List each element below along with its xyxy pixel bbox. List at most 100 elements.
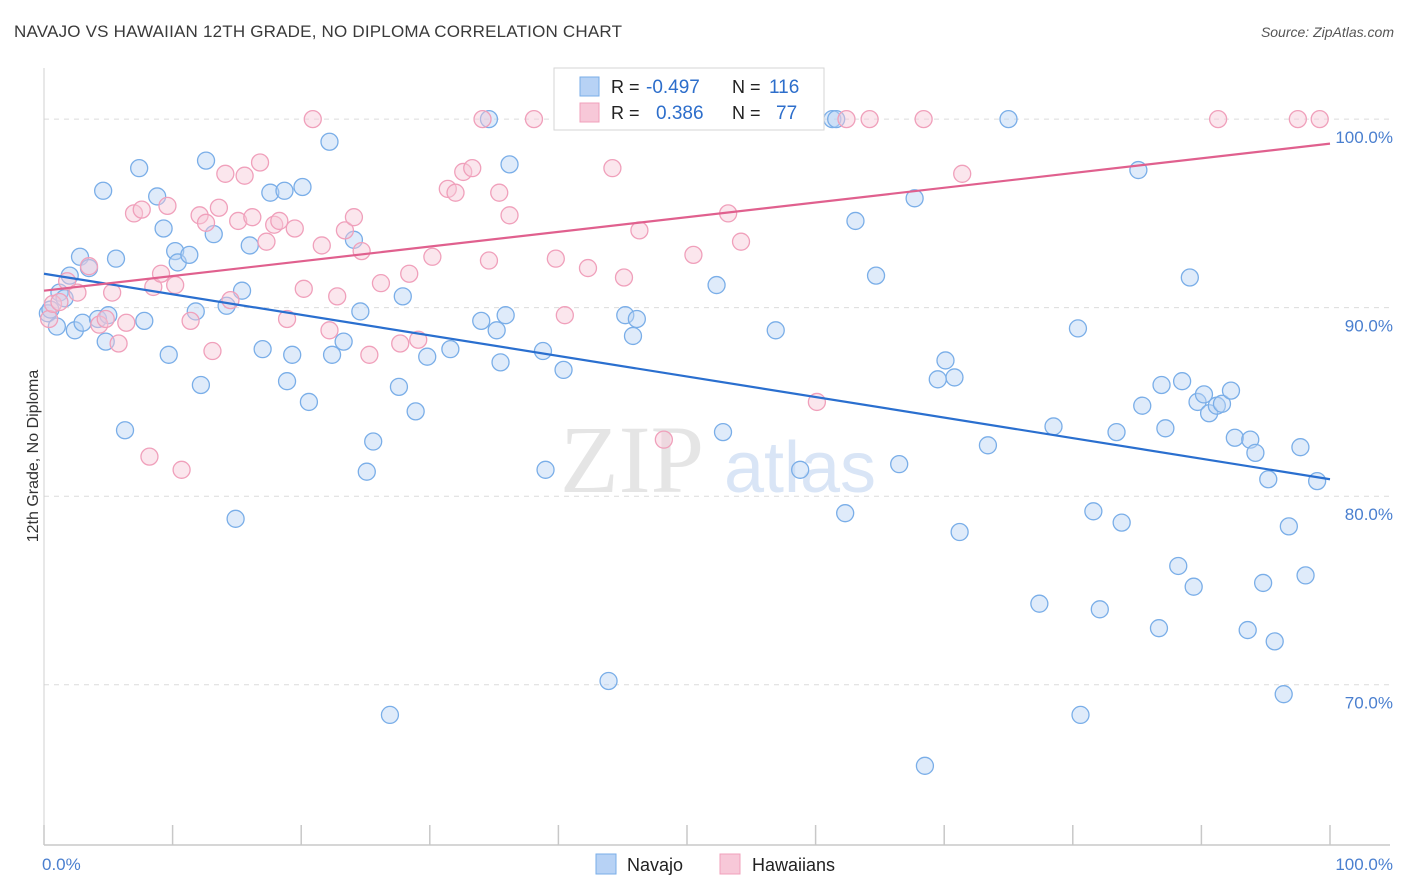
point-navajo [500, 155, 519, 174]
point-hawaiians [166, 275, 185, 295]
point-hawaiians [344, 208, 364, 227]
point-hawaiians [446, 183, 465, 202]
point-navajo [836, 504, 855, 523]
point-hawaiians [39, 309, 59, 329]
point-navajo [364, 432, 383, 451]
point-navajo [487, 321, 506, 340]
point-hawaiians [524, 109, 544, 129]
point-hawaiians [229, 211, 248, 231]
point-navajo [196, 151, 216, 170]
point-hawaiians [463, 159, 482, 178]
point-hawaiians [277, 309, 297, 329]
point-hawaiians [221, 290, 240, 310]
legend-n-value-1: 116 [769, 77, 799, 98]
point-hawaiians [953, 164, 972, 183]
point-navajo [180, 245, 199, 265]
point-hawaiians [285, 219, 304, 238]
point-navajo [320, 132, 339, 151]
legend-bottom-label-hawaiians: Hawaiians [752, 855, 835, 875]
point-navajo [1246, 443, 1265, 462]
point-hawaiians [79, 257, 99, 276]
trend-line-hawaiians [43, 142, 1331, 292]
legend-r-label-2: R = [611, 103, 640, 123]
point-hawaiians [1208, 109, 1228, 129]
point-hawaiians [270, 211, 289, 231]
point-hawaiians [209, 198, 229, 217]
point-hawaiians [546, 249, 565, 268]
point-navajo [1238, 620, 1257, 640]
point-navajo [1112, 513, 1131, 532]
point-navajo [186, 302, 205, 321]
point-navajo [533, 341, 553, 361]
point-navajo [1030, 594, 1049, 613]
legend-r-value-1: -0.497 [646, 77, 700, 98]
point-navajo [950, 522, 969, 542]
point-hawaiians [109, 334, 128, 353]
point-hawaiians [181, 311, 200, 331]
point-navajo [1169, 556, 1188, 576]
point-navajo [1274, 685, 1293, 704]
point-hawaiians [257, 232, 276, 251]
point-hawaiians [423, 247, 442, 266]
point-navajo [1133, 396, 1152, 415]
point-navajo [1044, 417, 1063, 436]
point-navajo [472, 311, 491, 331]
x-axis-tick-labels: 0.0% 100.0% [42, 855, 1393, 874]
point-hawaiians [151, 264, 171, 283]
point-navajo [1149, 619, 1169, 638]
point-navajo [389, 377, 409, 397]
point-navajo [1071, 705, 1090, 725]
point-hawaiians [312, 236, 331, 255]
point-hawaiians [158, 196, 177, 216]
point-hawaiians [96, 309, 115, 329]
point-navajo [73, 313, 92, 332]
point-navajo [65, 321, 85, 340]
point-navajo [277, 372, 297, 391]
point-navajo [1172, 372, 1192, 391]
point-navajo [1265, 632, 1284, 651]
legend-n-value-2: 77 [776, 103, 797, 124]
point-navajo [491, 353, 510, 372]
point-hawaiians [172, 460, 191, 479]
y-tick-label: 100.0% [1335, 128, 1393, 147]
point-hawaiians [190, 206, 209, 225]
y-tick-label: 80.0% [1345, 505, 1393, 524]
point-navajo [275, 181, 294, 200]
point-navajo [441, 339, 460, 359]
point-navajo [766, 321, 785, 340]
point-navajo [1068, 319, 1088, 338]
point-hawaiians [490, 183, 509, 202]
point-navajo [406, 402, 425, 421]
point-navajo [261, 183, 280, 202]
point-hawaiians [1288, 109, 1307, 129]
point-hawaiians [320, 321, 339, 340]
legend-n-label-1: N = [732, 77, 761, 97]
point-hawaiians [43, 294, 63, 314]
point-navajo [1152, 375, 1171, 395]
point-navajo [627, 309, 646, 329]
point-hawaiians [360, 345, 379, 364]
y-tick-label: 90.0% [1345, 317, 1393, 336]
legend-r-label-1: R = [611, 77, 640, 97]
point-hawaiians [837, 109, 856, 129]
point-navajo [479, 109, 499, 129]
point-navajo [1156, 419, 1175, 438]
point-navajo [191, 375, 211, 395]
point-navajo [1212, 394, 1232, 413]
point-navajo [47, 317, 67, 336]
point-hawaiians [1310, 109, 1329, 129]
point-navajo [418, 347, 437, 366]
point-navajo [999, 109, 1018, 129]
point-navajo [106, 249, 126, 268]
point-navajo [616, 306, 635, 325]
point-navajo [1107, 422, 1126, 442]
point-navajo [322, 345, 342, 364]
point-navajo [791, 460, 810, 479]
point-hawaiians [684, 245, 703, 265]
point-navajo [599, 671, 618, 691]
y-axis-tick-labels: 100.0% 90.0% 80.0% 70.0% [1335, 128, 1393, 713]
point-navajo [1184, 577, 1203, 596]
point-hawaiians [243, 208, 262, 227]
legend-bottom-swatch-navajo [595, 853, 617, 875]
